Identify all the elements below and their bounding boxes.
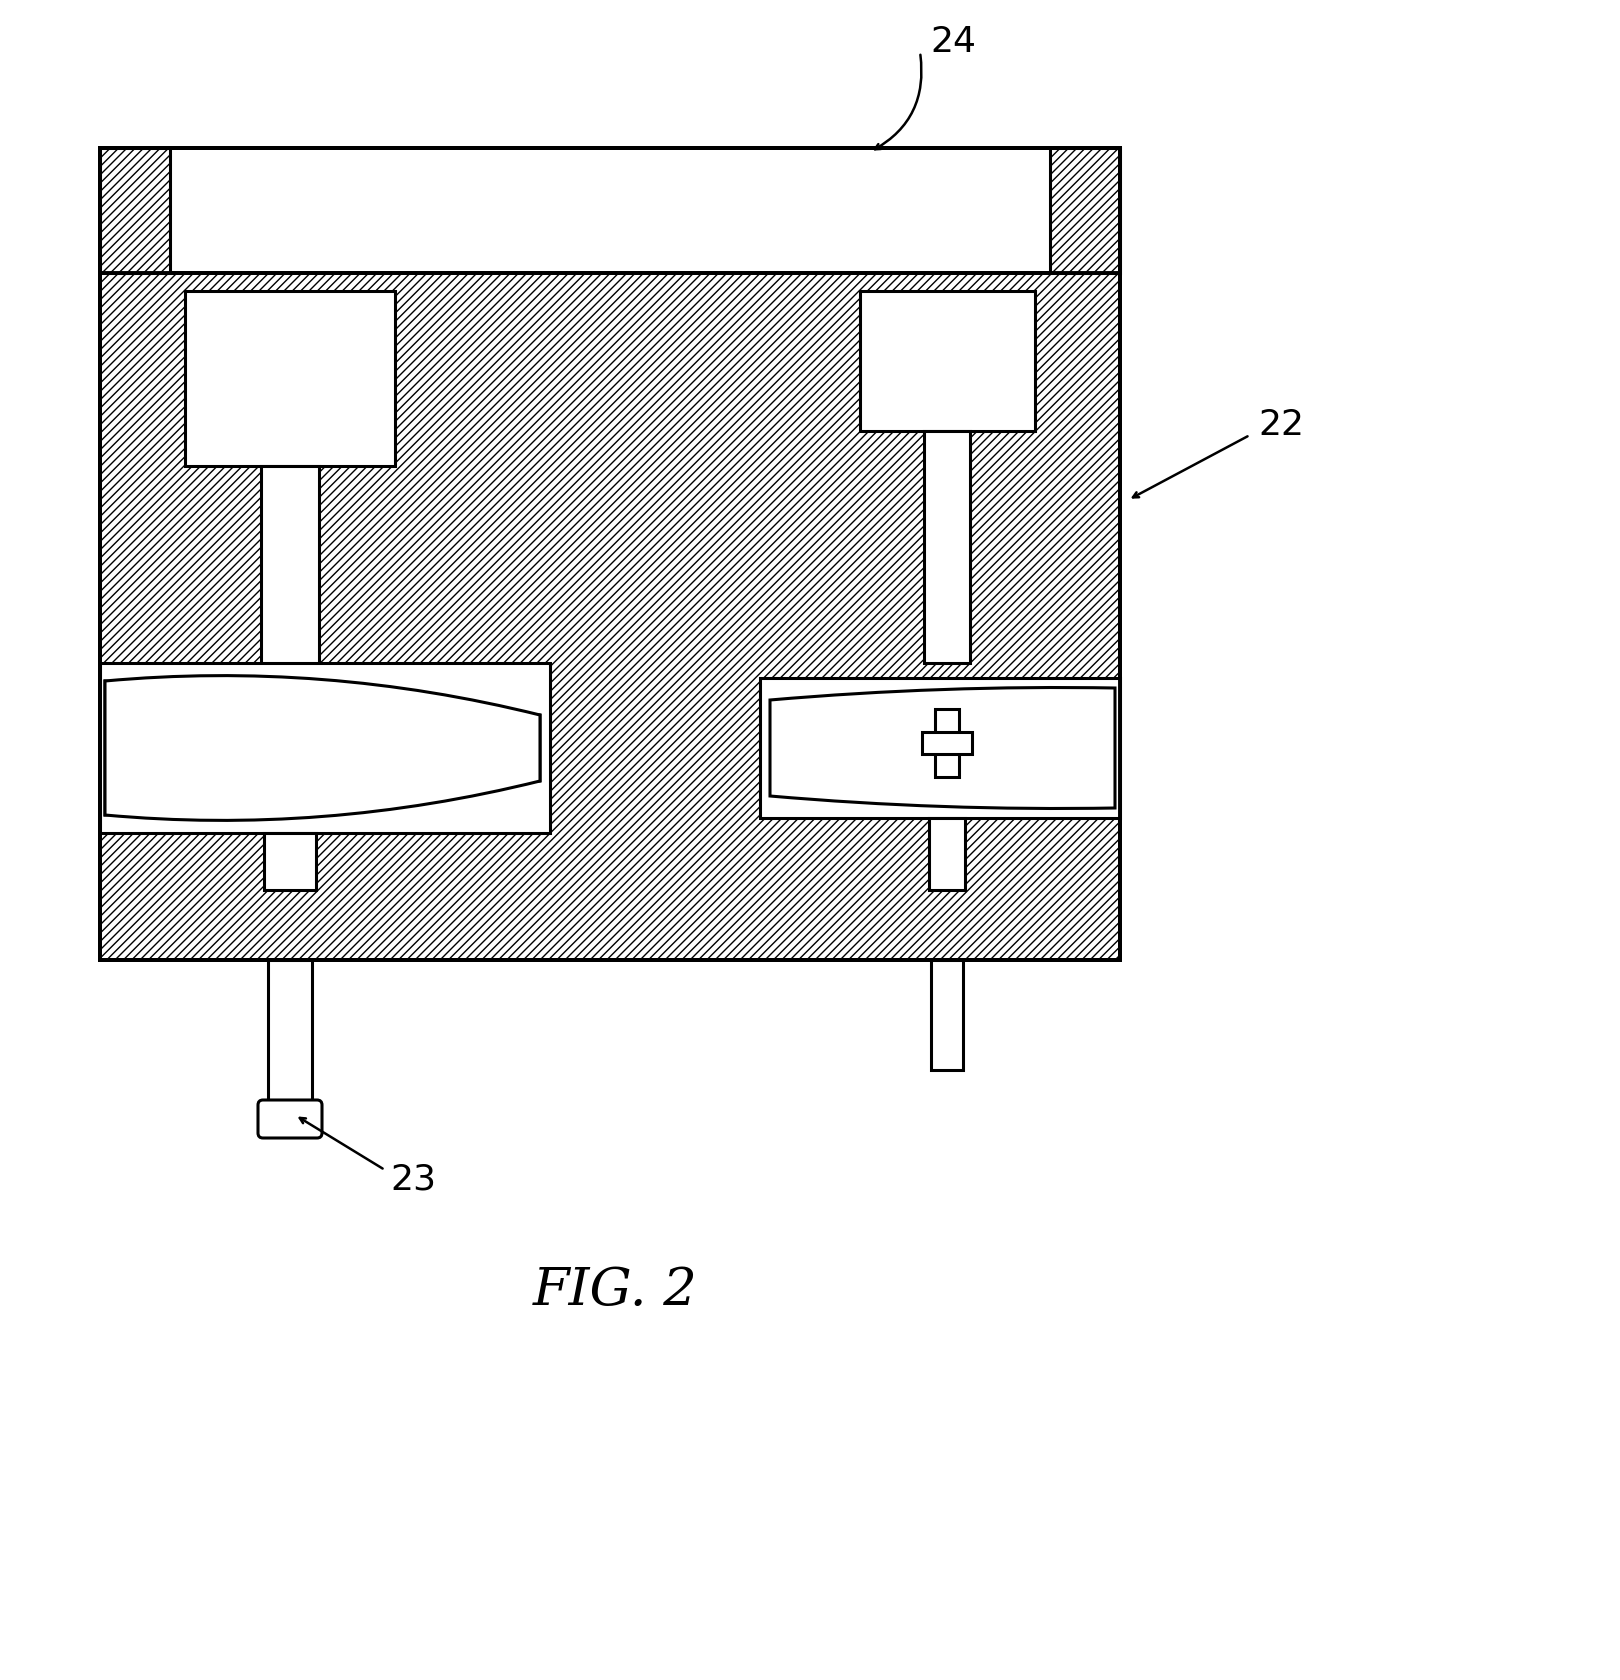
Bar xyxy=(922,732,972,754)
Bar xyxy=(264,833,316,890)
Bar xyxy=(100,148,1119,959)
Bar xyxy=(860,291,1035,432)
Bar xyxy=(931,959,964,1070)
Bar xyxy=(100,148,1119,272)
Bar xyxy=(925,432,970,664)
Bar xyxy=(935,709,959,776)
Bar xyxy=(261,465,319,689)
Polygon shape xyxy=(105,680,539,815)
Bar xyxy=(100,664,551,833)
Bar xyxy=(267,959,313,1105)
Text: 23: 23 xyxy=(390,1163,436,1196)
Text: FIG. 2: FIG. 2 xyxy=(533,1265,697,1315)
Bar xyxy=(100,148,170,272)
PathPatch shape xyxy=(770,687,1115,808)
PathPatch shape xyxy=(105,675,539,820)
Bar xyxy=(185,291,395,465)
Text: 22: 22 xyxy=(1259,408,1304,442)
Bar xyxy=(760,679,1119,818)
Bar xyxy=(100,148,1119,272)
Text: 24: 24 xyxy=(930,25,975,59)
Bar xyxy=(1050,148,1119,272)
Bar xyxy=(100,148,1119,959)
FancyBboxPatch shape xyxy=(258,1100,322,1137)
Bar xyxy=(930,818,966,890)
